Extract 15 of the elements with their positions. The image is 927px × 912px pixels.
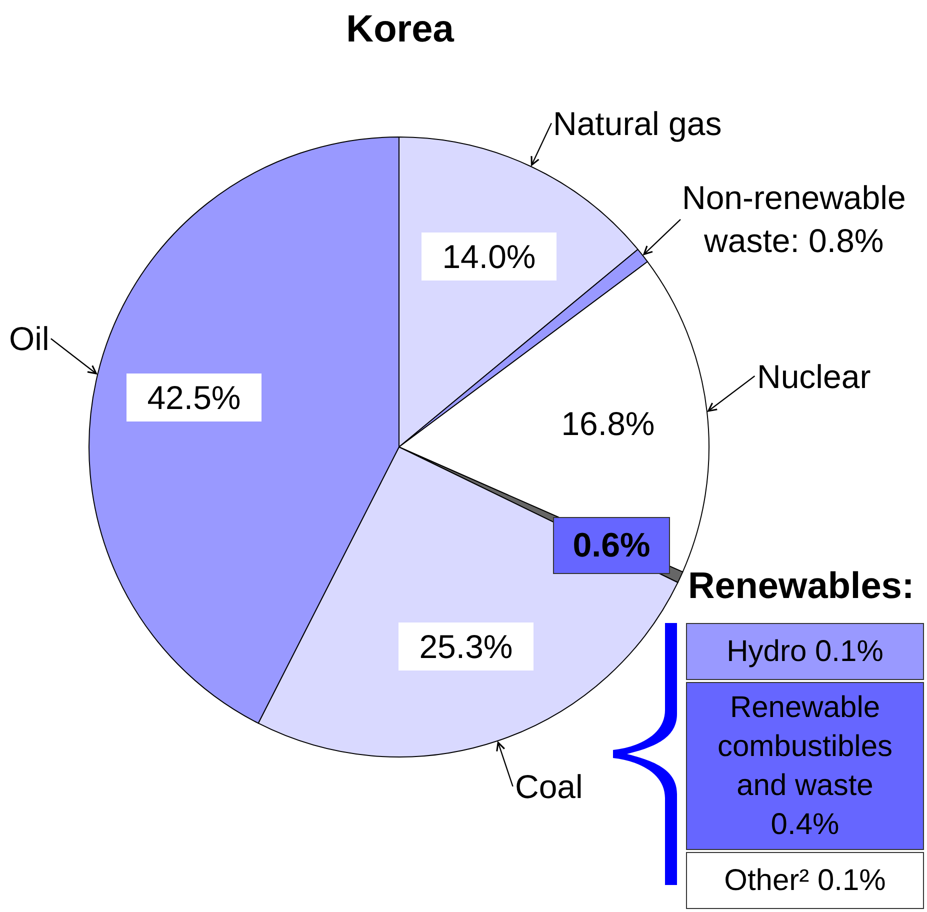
text: Renewable combustibles and waste 0.4% [717, 691, 893, 841]
slice-label: Oil [9, 320, 50, 357]
data-label: 25.3% [419, 628, 513, 665]
chart-title: Korea [346, 8, 455, 50]
data-label: 42.5% [147, 379, 241, 416]
slice-label: Non-renewable waste: 0.8% [682, 179, 906, 259]
data-label: 0.6% [572, 526, 650, 564]
text: Hydro 0.1% [726, 635, 884, 668]
slice-label: Natural gas [553, 105, 722, 142]
data-label: 16.8% [561, 405, 655, 442]
slice-label: Nuclear [757, 358, 871, 395]
slice-label: Coal [515, 768, 583, 805]
data-label: 14.0% [442, 238, 536, 275]
text: Renewables: [688, 565, 914, 606]
text: Other² 0.1% [724, 864, 886, 897]
